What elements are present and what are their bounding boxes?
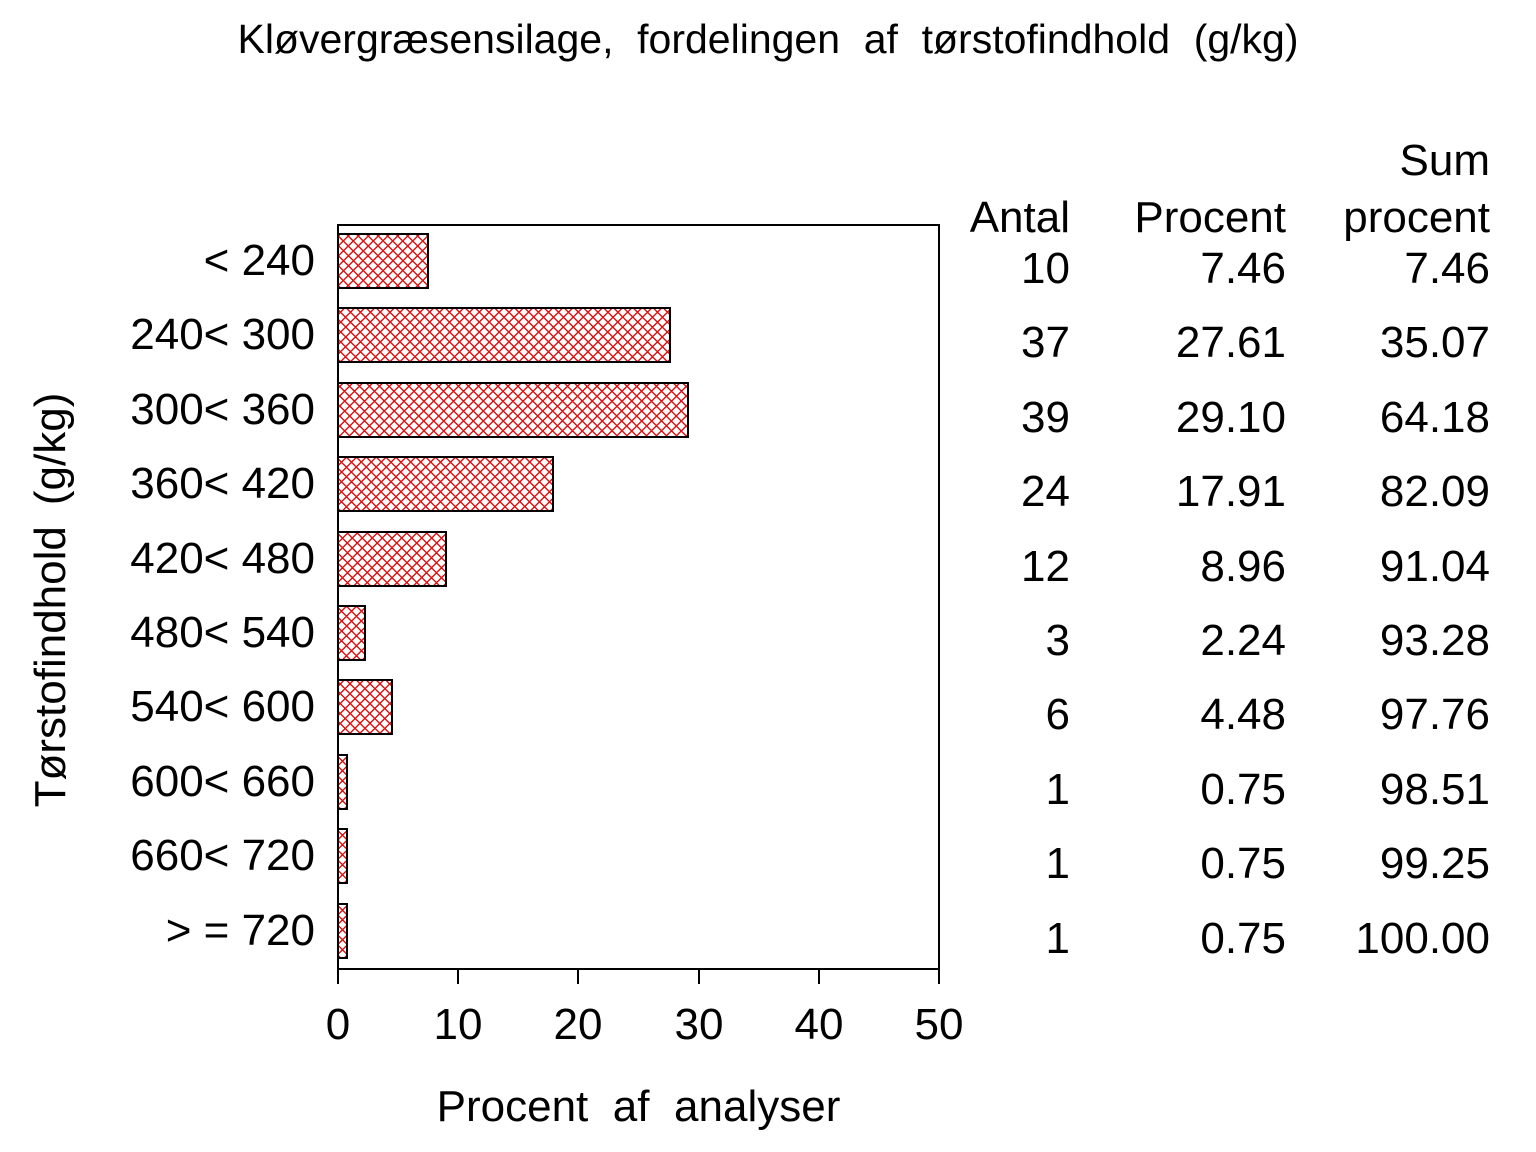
table-cell-sum: 93.28 — [1379, 616, 1490, 665]
x-axis-title: Procent af analyser — [436, 1082, 841, 1131]
table-cell-procent: 0.75 — [1200, 914, 1286, 963]
category-label: 540< 600 — [130, 682, 315, 731]
x-axis-tick — [698, 970, 700, 984]
table-cell-procent: 8.96 — [1200, 542, 1286, 591]
bar-2 — [337, 382, 689, 438]
x-axis-tick-label: 30 — [674, 1000, 724, 1049]
category-label: 240< 300 — [130, 310, 315, 359]
table-cell-sum: 64.18 — [1379, 393, 1490, 442]
bar-1 — [337, 307, 671, 363]
y-axis-title: Tørstofindhold (g/kg) — [26, 392, 75, 808]
x-axis-tick — [457, 970, 459, 984]
x-axis-tick-label: 40 — [794, 1000, 844, 1049]
category-label: 660< 720 — [130, 831, 315, 880]
table-header-antal: Antal — [969, 193, 1070, 242]
category-label: > = 720 — [165, 906, 315, 955]
category-label: 600< 660 — [130, 757, 315, 806]
x-axis-tick — [818, 970, 820, 984]
table-header-sum-line1: Sum — [1399, 136, 1490, 185]
table-cell-sum: 97.76 — [1379, 690, 1490, 739]
table-cell-procent: 2.24 — [1200, 616, 1286, 665]
x-axis-tick — [577, 970, 579, 984]
table-cell-procent: 0.75 — [1200, 839, 1286, 888]
bar-9 — [337, 903, 348, 959]
x-axis-tick — [938, 970, 940, 984]
table-cell-antal: 1 — [1045, 765, 1070, 814]
x-axis-tick-label: 10 — [433, 1000, 483, 1049]
table-cell-procent: 4.48 — [1200, 690, 1286, 739]
chart-title: Kløvergræsensilage, fordelingen af tørst… — [237, 16, 1299, 62]
table-header-sum-line2: procent — [1343, 193, 1490, 242]
table-cell-antal: 6 — [1045, 690, 1070, 739]
category-label: 480< 540 — [130, 608, 315, 657]
bar-6 — [337, 679, 393, 735]
table-cell-sum: 91.04 — [1379, 542, 1490, 591]
bar-4 — [337, 531, 447, 587]
bar-7 — [337, 754, 348, 810]
category-label: 360< 420 — [130, 459, 315, 508]
category-label: 420< 480 — [130, 534, 315, 583]
x-axis-tick-label: 20 — [553, 1000, 603, 1049]
table-cell-antal: 3 — [1045, 616, 1070, 665]
table-cell-procent: 27.61 — [1175, 318, 1286, 367]
category-label: 300< 360 — [130, 385, 315, 434]
x-axis-tick-label: 0 — [325, 1000, 351, 1049]
table-cell-sum: 98.51 — [1379, 765, 1490, 814]
table-cell-procent: 0.75 — [1200, 765, 1286, 814]
table-cell-antal: 1 — [1045, 914, 1070, 963]
bar-5 — [337, 605, 366, 661]
table-cell-procent: 17.91 — [1175, 467, 1286, 516]
table-cell-sum: 99.25 — [1379, 839, 1490, 888]
table-cell-antal: 24 — [1021, 467, 1070, 516]
table-cell-sum: 100.00 — [1355, 914, 1490, 963]
table-cell-procent: 29.10 — [1175, 393, 1286, 442]
bar-0 — [337, 233, 429, 289]
table-cell-antal: 1 — [1045, 839, 1070, 888]
x-axis-tick — [337, 970, 339, 984]
x-axis-tick-label: 50 — [914, 1000, 964, 1049]
table-header-procent: Procent — [1134, 193, 1286, 242]
table-cell-antal: 10 — [1021, 244, 1070, 293]
table-cell-sum: 7.46 — [1404, 244, 1490, 293]
table-cell-antal: 12 — [1021, 542, 1070, 591]
category-label: < 240 — [203, 236, 315, 285]
table-cell-sum: 82.09 — [1379, 467, 1490, 516]
table-cell-procent: 7.46 — [1200, 244, 1286, 293]
table-cell-antal: 37 — [1021, 318, 1070, 367]
table-cell-sum: 35.07 — [1379, 318, 1490, 367]
table-cell-antal: 39 — [1021, 393, 1070, 442]
bar-8 — [337, 828, 348, 884]
bar-3 — [337, 456, 554, 512]
